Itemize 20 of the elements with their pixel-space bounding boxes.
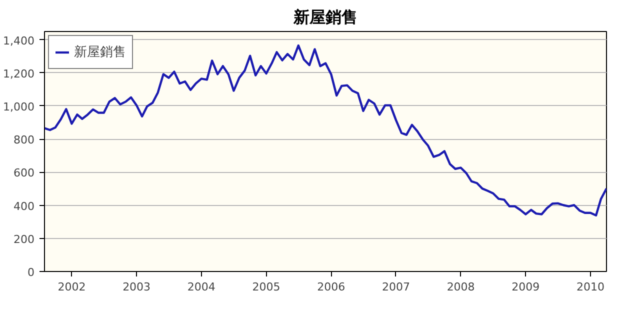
y-tick-label: 200 (14, 232, 35, 246)
y-tick-label: 1,400 (3, 34, 35, 48)
y-tick-label: 1,200 (3, 67, 35, 80)
x-tick-label: 2005 (252, 280, 280, 294)
x-tick-label: 2007 (382, 280, 410, 294)
line-series (44, 44, 606, 216)
x-tick-label: 2006 (317, 280, 346, 294)
x-tick-label: 2008 (446, 280, 475, 294)
y-tick-label: 800 (14, 134, 35, 147)
x-tick-label: 2010 (576, 280, 605, 294)
legend-label: 新屋銷售 (74, 44, 126, 61)
x-tick-label: 2009 (512, 280, 540, 294)
x-tick-label: 2003 (122, 280, 151, 294)
y-tick-label: 400 (14, 200, 35, 213)
y-tick-label: 1,000 (3, 100, 35, 114)
chart-title: 新屋銷售 (292, 8, 358, 26)
y-tick-label: 600 (14, 166, 35, 180)
y-tick-label: 0 (28, 266, 34, 279)
x-tick-label: 2002 (58, 280, 86, 294)
x-tick-label: 2004 (187, 280, 216, 294)
